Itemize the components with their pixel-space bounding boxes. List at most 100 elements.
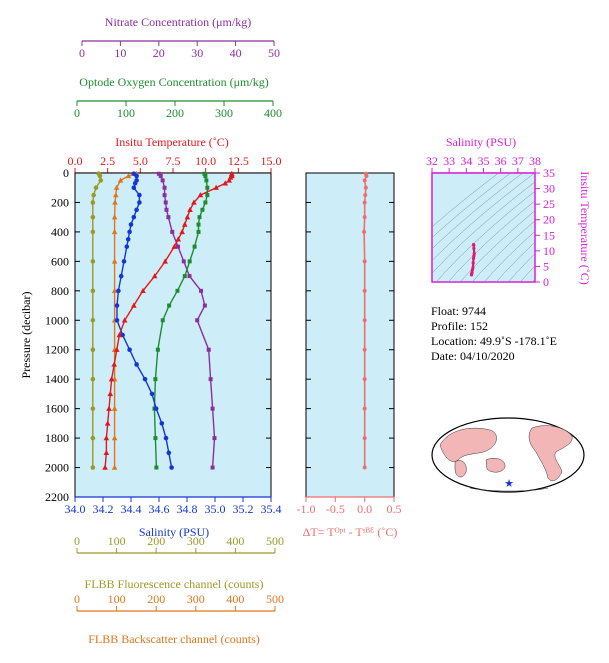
- salinity-point: [134, 362, 139, 367]
- oxygen-point: [182, 274, 187, 279]
- world-map: ★: [431, 417, 585, 493]
- backscatter-axis-title: FLBB Backscatter channel (counts): [88, 632, 260, 646]
- oxygen-axis: Optode Oxygen Concentration (μm/kg) 0 100…: [74, 75, 282, 120]
- salinity-tick-label: 34.2: [93, 502, 114, 516]
- delta-t-point: [362, 377, 367, 382]
- fluorescence-point: [90, 259, 96, 264]
- backscatter-point: [111, 287, 118, 294]
- oxygen-tick-label: 300: [215, 106, 233, 120]
- temperature-tick-label: 5.0: [133, 154, 148, 168]
- oxygen-point: [153, 436, 158, 441]
- ts-density-contour: [432, 173, 499, 228]
- delta-t-point: [362, 465, 367, 470]
- fluorescence-point: [90, 406, 96, 411]
- oxygen-point: [192, 244, 197, 249]
- oxygen-point: [203, 173, 208, 178]
- nitrate-point: [210, 406, 215, 411]
- delta-t-point: [363, 185, 368, 190]
- backscatter-tick-label: 200: [147, 592, 165, 606]
- temperature-point: [222, 180, 229, 186]
- pressure-tick-label: 800: [51, 284, 69, 298]
- backscatter-point: [112, 199, 118, 205]
- delta-t-point: [364, 173, 369, 178]
- oxygen-tick-label: 200: [166, 106, 184, 120]
- ts-temperature-tick-label: 0: [543, 275, 549, 289]
- oxygen-point: [154, 465, 159, 470]
- nitrate-point: [156, 171, 161, 176]
- ts-profile-point: [472, 252, 476, 256]
- nitrate-tick-label: 20: [153, 46, 165, 60]
- salinity-point: [137, 200, 142, 205]
- delta-t-tick-label: 0.5: [387, 502, 402, 516]
- nitrate-tick-label: 0: [79, 46, 85, 60]
- nitrate-tick-label: 30: [191, 46, 203, 60]
- salinity-point: [163, 435, 169, 441]
- salinity-point: [114, 317, 120, 323]
- temperature-point: [111, 361, 117, 367]
- map-land-asia: [439, 427, 497, 462]
- fluorescence-point: [93, 185, 99, 191]
- nitrate-tick-label: 50: [268, 46, 280, 60]
- fluorescence-tick-label: 0: [74, 534, 80, 548]
- delta-t-line: [363, 173, 368, 468]
- temperature-point: [162, 258, 168, 264]
- salinity-point: [116, 288, 121, 294]
- nitrate-point: [195, 318, 200, 323]
- nitrate-point: [160, 178, 165, 183]
- pressure-tick-label: 1600: [45, 402, 69, 416]
- delta-t-point: [362, 178, 367, 183]
- fluorescence-point: [90, 317, 96, 323]
- fluorescence-point: [90, 214, 96, 220]
- ts-density-contour: [432, 181, 535, 274]
- backscatter-point: [111, 228, 118, 235]
- fluorescence-axis: 0 100 200 300 400 500 FLBB Fluorescence chann…: [74, 534, 284, 591]
- map-land-americas: [528, 425, 573, 482]
- pressure-tick-label: 0: [63, 166, 69, 180]
- fluorescence-point: [90, 288, 96, 294]
- delta-t-point: [362, 436, 367, 441]
- oxygen-axis-title: Optode Oxygen Concentration (μm/kg): [79, 75, 268, 89]
- ts-salinity-tick-label: 35: [478, 154, 490, 168]
- salinity-tick-label: 35.2: [233, 502, 254, 516]
- delta-t-axis-title: ΔT= Tᴼᵖᵗ - Tˢᴮᴱ (˚C): [303, 525, 398, 539]
- temperature-point: [213, 184, 219, 190]
- oxygen-point: [175, 288, 180, 293]
- pressure-tick-label: 200: [51, 195, 69, 209]
- temperature-point: [175, 236, 182, 242]
- backscatter-tick-label: 100: [108, 592, 126, 606]
- backscatter-point: [111, 435, 118, 441]
- salinity-point: [131, 185, 137, 191]
- oxygen-tick-label: 100: [117, 106, 135, 120]
- salinity-point: [127, 229, 132, 235]
- salinity-tick-label: 35.4: [261, 502, 282, 516]
- ts-profile-point: [470, 271, 474, 275]
- temperature-point: [151, 273, 158, 279]
- salinity-point: [114, 303, 120, 308]
- delta-t-tick-label: -0.5: [326, 502, 345, 516]
- fluorescence-tick-label: 400: [226, 534, 244, 548]
- salinity-point: [159, 421, 165, 426]
- oxygen-tick-label: 400: [264, 106, 282, 120]
- salinity-profile-line: [116, 173, 173, 468]
- ts-temperature-tick-label: 10: [543, 244, 555, 258]
- pressure-tick-label: 2200: [45, 490, 69, 504]
- salinity-point: [124, 244, 130, 249]
- nitrate-point: [212, 436, 217, 441]
- backscatter-tick-label: 300: [187, 592, 205, 606]
- fluorescence-axis-title: FLBB Fluorescence channel (counts): [85, 577, 264, 591]
- salinity-point: [149, 391, 155, 397]
- nitrate-point: [202, 303, 207, 308]
- temperature-tick-label: 7.5: [166, 154, 181, 168]
- backscatter-point: [113, 192, 119, 198]
- salinity-point: [131, 214, 137, 220]
- fluorescence-point: [98, 178, 104, 183]
- salinity-point: [153, 406, 159, 411]
- delta-t-point: [362, 288, 367, 293]
- ts-salinity-axis-title: Salinity (PSU): [446, 135, 516, 149]
- temperature-point: [121, 317, 128, 323]
- ts-density-contour: [495, 241, 535, 282]
- salinity-axis: 34.0 34.2 34.4 34.6 34.8 35.0 35.2 35.4: [65, 496, 282, 516]
- ts-salinity-tick-label: 32: [426, 154, 438, 168]
- float-id: Float: 9744: [431, 304, 487, 318]
